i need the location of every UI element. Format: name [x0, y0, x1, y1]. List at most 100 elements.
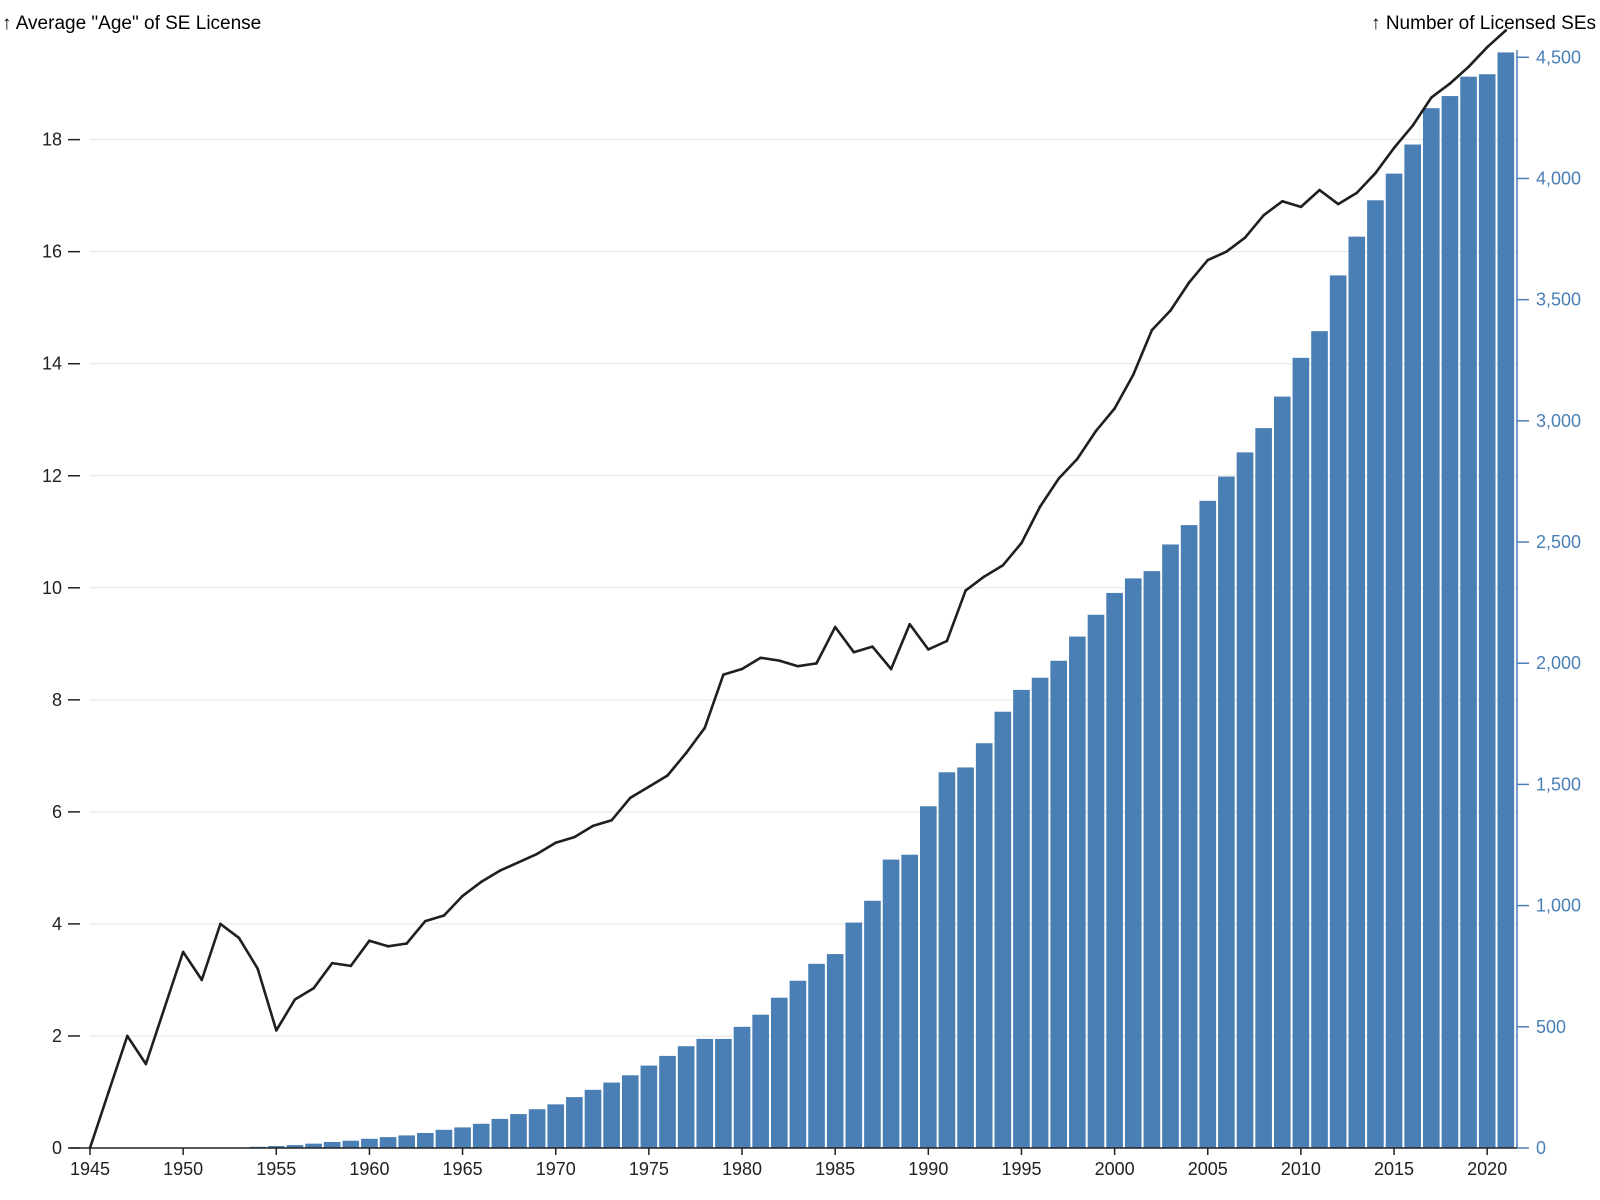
line-point — [517, 860, 520, 864]
bar — [1069, 636, 1086, 1148]
right-axis-tick-label: 1,000 — [1536, 896, 1581, 916]
bar — [975, 743, 993, 1148]
line-point — [424, 919, 427, 923]
line-point — [889, 667, 893, 671]
bar — [1013, 689, 1030, 1148]
right-y-axis: 0 500 1,000 1,500 2,000 2,500 3,000 3,500 4,000 4… — [1516, 47, 1581, 1158]
line-point — [852, 650, 856, 654]
bar — [472, 1123, 490, 1148]
left-axis-title: ↑ Average "Age" of SE License — [2, 13, 261, 34]
bar — [1106, 592, 1123, 1148]
line-point — [815, 662, 818, 665]
line-point — [1336, 202, 1340, 206]
line-point — [1243, 236, 1247, 239]
right-axis-title: ↑ Number of Licensed SEs — [1371, 13, 1596, 34]
bar — [566, 1097, 583, 1148]
line-point — [163, 1006, 166, 1010]
right-axis-tick-label: 0 — [1536, 1138, 1546, 1158]
line-point — [740, 667, 744, 671]
bar — [547, 1104, 565, 1148]
line-point — [256, 967, 259, 971]
left-axis-tick-label: 18 — [42, 130, 62, 150]
bar — [305, 1143, 322, 1148]
bar — [584, 1089, 602, 1148]
line-point — [349, 964, 353, 968]
line-point — [479, 880, 483, 884]
line-point — [293, 998, 297, 1001]
bar — [808, 963, 825, 1148]
bar — [901, 854, 919, 1148]
bar — [342, 1140, 360, 1148]
bar — [640, 1065, 658, 1148]
line-point — [647, 785, 651, 788]
bar — [1441, 96, 1459, 1148]
bar — [938, 772, 956, 1148]
line-point — [125, 1034, 129, 1038]
bar — [1385, 173, 1403, 1148]
line-point — [982, 575, 986, 578]
left-y-axis: 0 2 4 6 8 10 12 14 16 18 — [42, 130, 80, 1158]
line-point — [1280, 199, 1284, 203]
x-axis-tick-label: 2005 — [1188, 1159, 1228, 1179]
bar — [510, 1114, 527, 1148]
x-axis-tick-label: 2010 — [1281, 1159, 1321, 1179]
right-axis-tick-label: 2,500 — [1536, 532, 1581, 552]
line-point — [871, 645, 874, 648]
line-point — [442, 914, 446, 917]
line-point — [181, 950, 185, 954]
bar — [864, 900, 881, 1148]
right-axis-tick-label: 3,500 — [1536, 290, 1581, 310]
bar — [1255, 428, 1272, 1148]
line-point — [1225, 250, 1228, 253]
line-point — [1131, 373, 1135, 377]
left-axis-tick-label: 8 — [52, 690, 62, 710]
x-axis-tick-label: 1955 — [256, 1159, 296, 1179]
bar — [882, 859, 900, 1148]
line-point — [1355, 191, 1359, 195]
line-point — [1485, 45, 1489, 49]
bar — [957, 767, 974, 1148]
bar — [1404, 144, 1421, 1149]
left-axis-tick-label: 16 — [42, 242, 62, 262]
x-axis-tick-label: 2020 — [1467, 1159, 1507, 1179]
line-point — [927, 648, 930, 651]
bar — [1143, 571, 1161, 1148]
bar — [435, 1129, 453, 1148]
line-point — [1169, 309, 1172, 312]
bar — [379, 1137, 397, 1148]
x-axis-tick-label: 1985 — [815, 1159, 855, 1179]
line-point — [368, 939, 371, 943]
bar — [826, 954, 844, 1148]
bar — [1478, 74, 1496, 1149]
line-point — [666, 774, 669, 777]
bar — [267, 1146, 285, 1148]
line-point — [107, 1090, 110, 1094]
bar — [454, 1127, 471, 1148]
line-point — [1150, 328, 1154, 332]
bar — [733, 1026, 751, 1148]
line-point — [1262, 213, 1265, 217]
line-point — [1001, 564, 1005, 567]
left-axis-tick-label: 10 — [42, 578, 62, 598]
bar — [398, 1135, 416, 1148]
right-axis-tick-label: 3,000 — [1536, 411, 1581, 431]
bar — [1460, 76, 1477, 1149]
bar — [677, 1046, 695, 1148]
bar — [1497, 52, 1515, 1149]
line-point — [237, 936, 241, 940]
line-point — [1113, 407, 1116, 410]
bar — [1273, 396, 1291, 1149]
bar-series-licensed-ses — [249, 52, 1515, 1149]
bar — [920, 806, 937, 1148]
line-point — [1467, 65, 1470, 69]
line-point — [628, 796, 632, 800]
line-point — [1392, 146, 1396, 150]
bar — [1031, 677, 1049, 1148]
bar — [417, 1132, 434, 1148]
line-point — [1057, 477, 1061, 480]
bar — [994, 711, 1012, 1148]
x-axis: 1945 1950 1955 1960 1965 1970 1975 1980 1985 1990… — [70, 1147, 1517, 1179]
x-axis-tick-label: 1995 — [1001, 1159, 1041, 1179]
x-axis-tick-label: 1965 — [443, 1159, 483, 1179]
